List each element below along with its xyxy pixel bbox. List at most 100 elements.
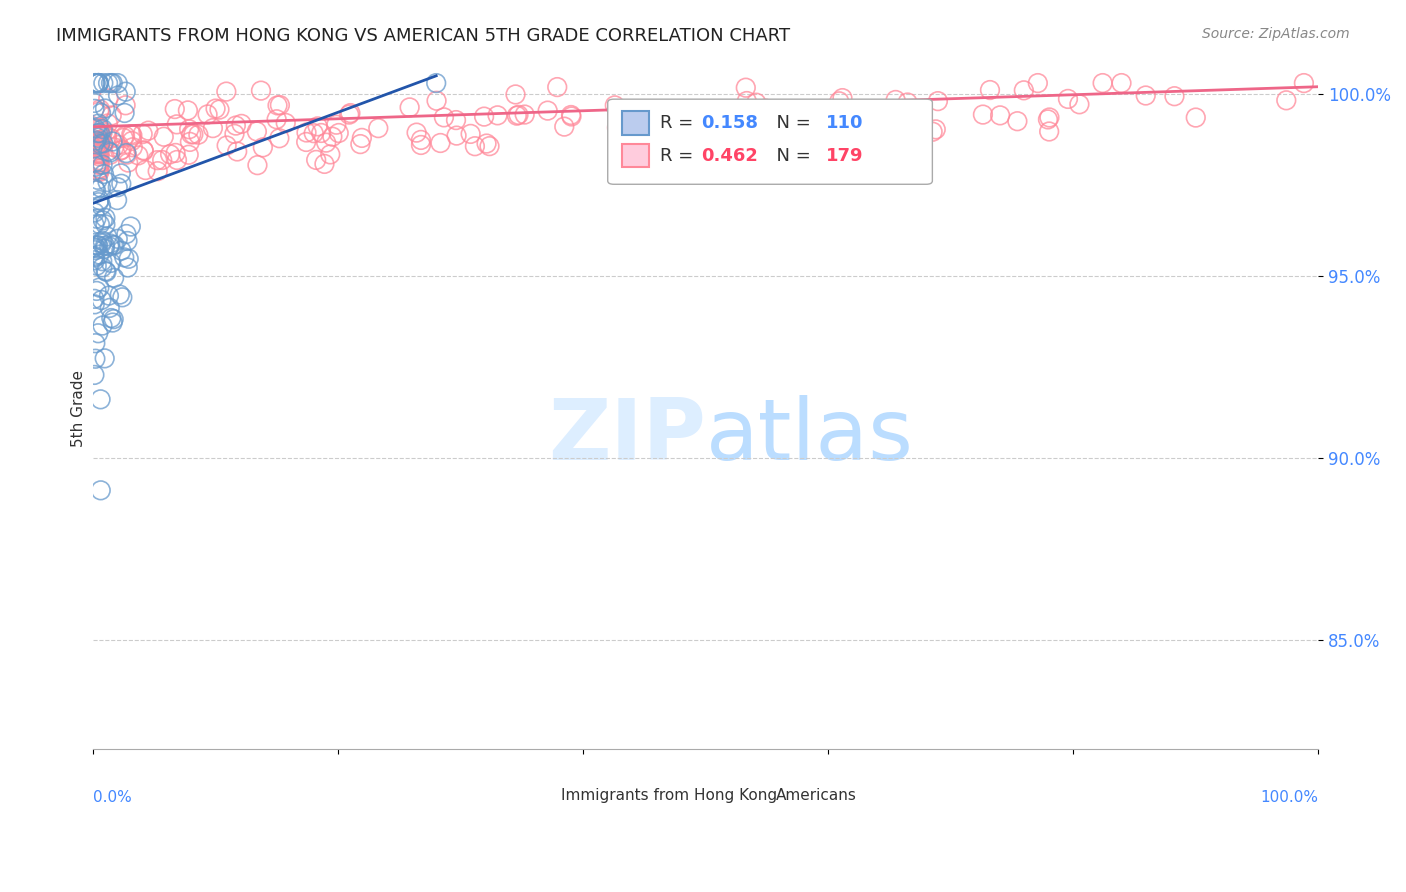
Point bbox=[91, 122, 114, 136]
Point bbox=[121, 140, 143, 154]
Point bbox=[90, 483, 112, 498]
Point bbox=[90, 236, 112, 251]
Point bbox=[349, 137, 371, 152]
Point bbox=[87, 238, 110, 252]
Point bbox=[89, 142, 111, 156]
Point bbox=[89, 138, 111, 153]
Point bbox=[735, 94, 758, 108]
Point bbox=[630, 117, 652, 131]
Point bbox=[224, 127, 246, 141]
Point bbox=[89, 121, 111, 136]
Point bbox=[108, 287, 131, 301]
Point bbox=[506, 109, 529, 123]
Point bbox=[1163, 89, 1185, 103]
Point bbox=[405, 126, 427, 140]
Point bbox=[96, 265, 118, 279]
Point bbox=[475, 136, 498, 151]
Point bbox=[446, 128, 468, 143]
Point bbox=[464, 139, 486, 153]
Point bbox=[295, 126, 318, 140]
Point bbox=[98, 239, 121, 253]
Point bbox=[231, 117, 253, 131]
Point bbox=[103, 312, 125, 326]
Point bbox=[94, 238, 117, 252]
Point bbox=[146, 164, 169, 178]
Point bbox=[110, 143, 132, 157]
Point bbox=[692, 122, 714, 136]
Point bbox=[314, 157, 336, 171]
Point bbox=[226, 145, 249, 159]
Point bbox=[409, 133, 432, 147]
Point bbox=[89, 165, 111, 179]
Point bbox=[107, 180, 129, 194]
Point bbox=[166, 153, 188, 167]
Point bbox=[896, 95, 918, 110]
Point bbox=[1135, 88, 1157, 103]
Point bbox=[111, 290, 134, 304]
Point bbox=[1069, 97, 1091, 112]
Point bbox=[89, 155, 111, 169]
Point bbox=[146, 153, 169, 168]
Point bbox=[90, 129, 112, 144]
Text: atlas: atlas bbox=[706, 395, 914, 478]
Text: N =: N = bbox=[765, 146, 815, 165]
Point bbox=[87, 326, 110, 341]
Point bbox=[246, 158, 269, 172]
Point bbox=[560, 110, 582, 124]
Point bbox=[127, 148, 149, 162]
Point bbox=[89, 147, 111, 161]
Point bbox=[651, 107, 673, 121]
Point bbox=[84, 76, 107, 90]
Point bbox=[86, 284, 108, 298]
Point bbox=[647, 129, 669, 144]
Point bbox=[87, 76, 110, 90]
Point bbox=[97, 288, 120, 302]
Point bbox=[115, 146, 138, 161]
Point bbox=[83, 250, 105, 264]
Point bbox=[429, 136, 451, 150]
Point bbox=[117, 234, 139, 248]
Point bbox=[114, 98, 136, 112]
Point bbox=[114, 128, 136, 143]
Point bbox=[89, 136, 111, 150]
Point bbox=[97, 76, 120, 90]
Point bbox=[112, 131, 135, 145]
Point bbox=[86, 259, 108, 273]
Point bbox=[1007, 114, 1029, 128]
Point bbox=[87, 76, 110, 90]
Point bbox=[115, 147, 138, 161]
Point bbox=[1275, 93, 1298, 107]
Point bbox=[350, 131, 373, 145]
Point bbox=[87, 130, 110, 145]
Point bbox=[114, 106, 136, 120]
Point bbox=[321, 129, 343, 144]
Point bbox=[117, 155, 139, 169]
Point bbox=[98, 147, 121, 161]
Point bbox=[159, 147, 181, 161]
Text: R =: R = bbox=[661, 146, 699, 165]
Point bbox=[89, 136, 111, 151]
Point bbox=[553, 120, 575, 134]
Text: 0.462: 0.462 bbox=[700, 146, 758, 165]
Point bbox=[91, 260, 114, 275]
Point bbox=[266, 112, 288, 127]
Point bbox=[98, 301, 121, 315]
Point bbox=[152, 129, 174, 144]
Point bbox=[603, 98, 626, 112]
Point bbox=[884, 93, 907, 107]
Point bbox=[215, 85, 238, 99]
Point bbox=[97, 144, 120, 158]
Point bbox=[84, 133, 107, 147]
Point bbox=[606, 120, 628, 135]
Point bbox=[246, 124, 269, 138]
Point bbox=[90, 392, 112, 407]
Point bbox=[83, 297, 105, 311]
Point bbox=[425, 76, 447, 90]
Point bbox=[84, 76, 107, 90]
Point bbox=[537, 103, 560, 118]
Point bbox=[89, 247, 111, 261]
Point bbox=[101, 238, 124, 252]
Point bbox=[84, 121, 107, 136]
Point bbox=[87, 76, 110, 90]
Point bbox=[121, 134, 143, 148]
